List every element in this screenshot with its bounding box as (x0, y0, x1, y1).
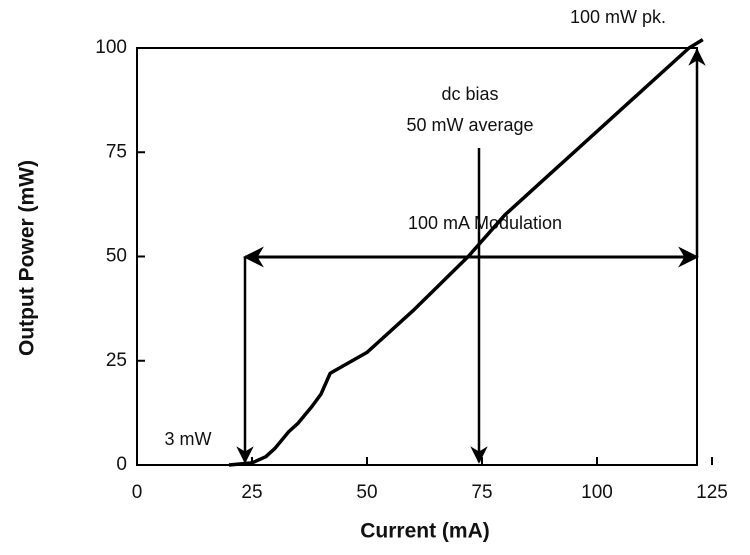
x-tick-label: 100 (581, 482, 613, 503)
data-line (228, 38, 704, 467)
x-tick-label: 50 (356, 482, 377, 503)
annotation: 50 mW average (406, 115, 533, 135)
annotation: 100 mA Modulation (408, 213, 562, 233)
x-axis-title: Current (mA) (360, 520, 490, 543)
y-tick-label: 75 (106, 141, 127, 162)
y-tick-label: 25 (106, 350, 127, 371)
y-tick-label: 100 (95, 37, 127, 58)
x-tick-label: 125 (696, 482, 728, 503)
x-tick-label: 0 (132, 482, 143, 503)
annotation: 100 mW pk. (570, 7, 666, 27)
x-tick-label: 75 (471, 482, 492, 503)
annotation: dc bias (441, 84, 498, 104)
y-tick-label: 0 (116, 454, 127, 475)
y-axis-title: Output Power (mW) (16, 160, 39, 356)
annotation: 3 mW (165, 429, 212, 449)
y-tick-label: 50 (106, 246, 127, 267)
x-tick-label: 25 (241, 482, 262, 503)
